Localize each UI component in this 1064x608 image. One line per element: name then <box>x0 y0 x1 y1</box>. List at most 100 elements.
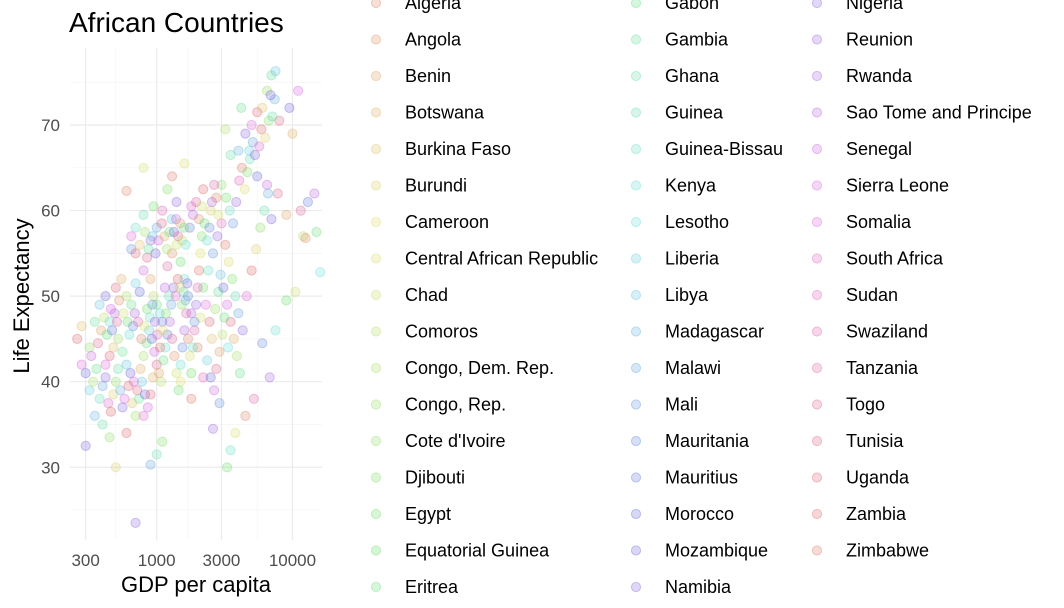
data-point <box>162 329 173 340</box>
legend-item: Uganda <box>811 468 910 488</box>
data-point <box>153 368 165 379</box>
legend-label: Egypt <box>405 504 451 524</box>
data-point <box>179 273 190 285</box>
data-point <box>272 188 283 199</box>
legend-item: Sudan <box>811 285 898 305</box>
data-point <box>178 222 190 233</box>
data-point <box>206 333 217 344</box>
legend-item: Madagascar <box>630 322 764 342</box>
data-point <box>76 359 87 370</box>
legend-label: Mali <box>665 395 698 415</box>
data-point <box>177 342 188 353</box>
legend-key <box>811 0 823 9</box>
data-point <box>259 205 270 216</box>
legend-key <box>630 472 642 483</box>
data-point <box>80 368 91 379</box>
data-point <box>198 282 209 293</box>
legend-key <box>811 508 823 520</box>
data-point <box>311 226 322 238</box>
data-point <box>186 393 197 404</box>
legend-key <box>811 472 823 483</box>
data-point <box>242 167 253 178</box>
data-point <box>207 248 219 259</box>
legend-item: Congo, Dem. Rep. <box>370 358 554 378</box>
data-point <box>128 376 139 387</box>
data-point <box>139 321 150 332</box>
data-point <box>94 299 105 310</box>
data-point <box>213 209 224 220</box>
legend-label: Mauritius <box>665 468 738 488</box>
data-point <box>270 66 281 77</box>
data-point <box>205 205 216 216</box>
data-point <box>121 359 132 370</box>
data-point <box>193 214 205 225</box>
data-point <box>164 316 175 327</box>
data-point <box>198 372 209 383</box>
data-point <box>130 248 141 259</box>
data-point <box>100 359 111 370</box>
data-point <box>160 308 171 319</box>
legend-item: Egypt <box>370 504 451 524</box>
data-point <box>287 128 298 139</box>
data-point <box>202 235 213 246</box>
data-point <box>182 291 194 302</box>
data-point <box>173 231 184 242</box>
data-point <box>191 196 202 208</box>
legend-key <box>630 545 642 556</box>
data-point <box>175 256 186 267</box>
data-point <box>138 209 149 220</box>
data-point <box>123 380 134 392</box>
data-point <box>204 316 215 327</box>
data-point <box>110 282 121 293</box>
legend-key <box>630 581 642 593</box>
data-point <box>167 248 178 259</box>
data-point <box>223 256 234 267</box>
data-point <box>179 325 190 336</box>
legend-item: Eritrea <box>370 577 459 597</box>
x-axis-title: GDP per capita <box>121 572 272 597</box>
legend-item: Libya <box>630 285 709 305</box>
legend-item: Benin <box>370 66 451 86</box>
data-point <box>152 329 163 340</box>
data-point <box>151 359 162 370</box>
legend-item: Rwanda <box>811 66 913 86</box>
data-point <box>225 316 236 327</box>
data-point <box>255 222 266 233</box>
legend-key <box>811 70 823 82</box>
data-point <box>157 325 168 336</box>
data-point <box>166 299 177 310</box>
axis-ticks: 30 40 50 60 70 300 1000 3000 10000 <box>41 116 316 570</box>
x-tick-label: 3000 <box>203 551 241 570</box>
data-point <box>206 196 217 208</box>
data-point <box>168 282 179 293</box>
data-point <box>122 316 133 327</box>
data-point <box>189 316 200 327</box>
legend-label: Congo, Dem. Rep. <box>405 358 554 378</box>
data-point <box>89 410 100 421</box>
data-point <box>269 94 280 105</box>
data-point <box>130 410 141 421</box>
data-point <box>181 308 192 319</box>
legend-label: Guinea-Bissau <box>665 139 783 159</box>
legend-key <box>630 289 642 301</box>
legend-label: Liberia <box>665 249 720 269</box>
data-point <box>234 175 245 186</box>
data-point <box>236 162 248 173</box>
data-point <box>99 312 110 323</box>
data-point <box>121 427 132 439</box>
data-point <box>138 265 149 276</box>
legend-item: Cote d'Ivoire <box>370 431 506 451</box>
data-point <box>143 244 154 255</box>
legend-item: Guinea-Bissau <box>630 139 783 159</box>
data-point <box>86 350 97 362</box>
legend-label: South Africa <box>846 249 944 269</box>
legend-key <box>811 34 823 45</box>
data-point <box>97 380 108 392</box>
data-point <box>156 218 167 229</box>
legend-key <box>370 216 382 228</box>
data-point <box>115 385 126 396</box>
data-point <box>136 333 147 344</box>
data-point <box>262 85 273 96</box>
data-point <box>92 338 104 349</box>
data-point <box>109 308 120 319</box>
